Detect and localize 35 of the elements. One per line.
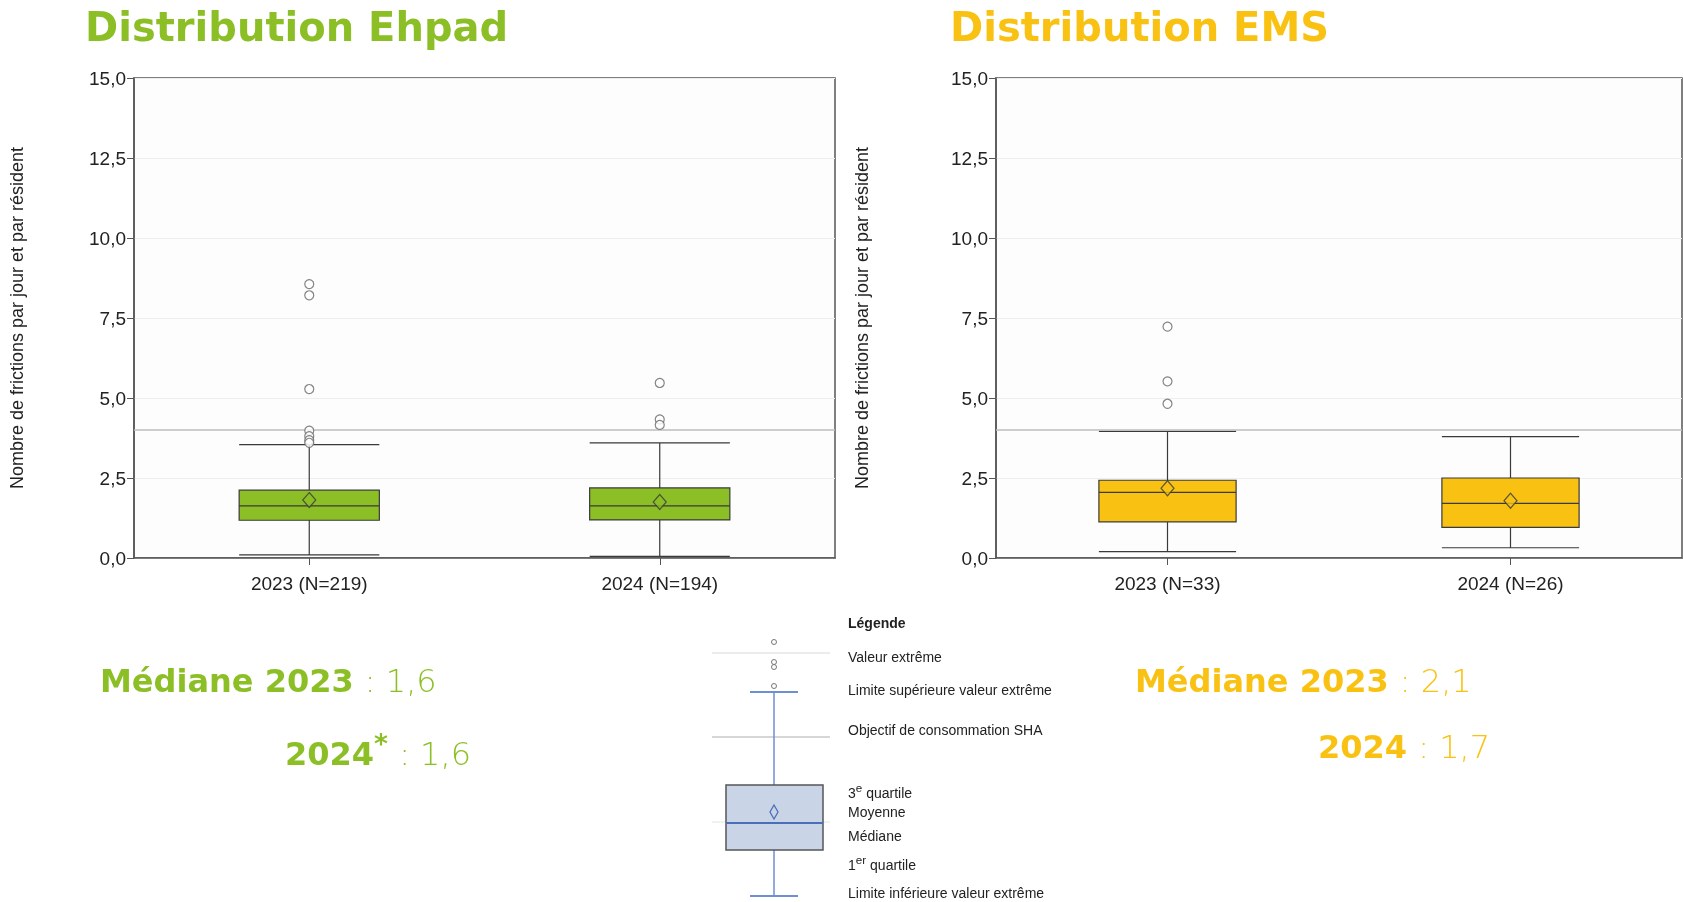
x-tick-label: 2023 (N=219): [250, 573, 368, 594]
y-tick-label: 5,0: [961, 387, 988, 409]
text: 2024 : 1,7: [1318, 728, 1491, 766]
y-tick-label: 0,0: [961, 547, 988, 569]
chart-title: Distribution EMS: [950, 4, 1330, 50]
y-tick-label: 0,0: [99, 547, 126, 569]
text: 3$^{e}$ quartile: [848, 780, 913, 801]
text: Moyenne: [848, 804, 906, 820]
text: Limite inférieure valeur extrême: [848, 885, 1045, 901]
x-tick-label: 2023 (N=33): [1114, 573, 1221, 594]
text: Objectif de consommation SHA: [848, 722, 1043, 738]
text: Valeur extrême: [848, 649, 942, 665]
x-tick-label: 2024 (N=26): [1457, 573, 1564, 594]
chart-title: Distribution Ehpad: [85, 4, 509, 50]
y-tick-label: 15,0: [89, 67, 126, 89]
text: Limite supérieure valeur extrême: [848, 682, 1052, 698]
y-tick-label: 12,5: [951, 147, 988, 169]
text: Médiane 2023 : 1,6: [100, 662, 437, 700]
text: 2024$^{*}$ : 1,6: [285, 728, 471, 773]
y-tick-label: 5,0: [99, 387, 126, 409]
y-axis-title: Nombre de frictions par jour et par résident: [852, 146, 872, 490]
y-axis-title: Nombre de frictions par jour et par résident: [7, 146, 27, 490]
text: 1$^{er}$ quartile: [848, 852, 916, 873]
y-tick-label: 2,5: [99, 467, 126, 489]
y-tick-label: 7,5: [961, 307, 988, 329]
y-tick-label: 10,0: [951, 227, 988, 249]
text: Médiane 2023 : 2,1: [1135, 662, 1472, 700]
y-tick-label: 7,5: [99, 307, 126, 329]
x-tick-label: 2024 (N=194): [601, 573, 719, 594]
y-tick-label: 2,5: [961, 467, 988, 489]
y-tick-label: 15,0: [951, 67, 988, 89]
text: Légende: [848, 615, 906, 631]
y-tick-label: 12,5: [89, 147, 126, 169]
y-tick-label: 10,0: [89, 227, 126, 249]
text: Médiane: [848, 828, 902, 844]
